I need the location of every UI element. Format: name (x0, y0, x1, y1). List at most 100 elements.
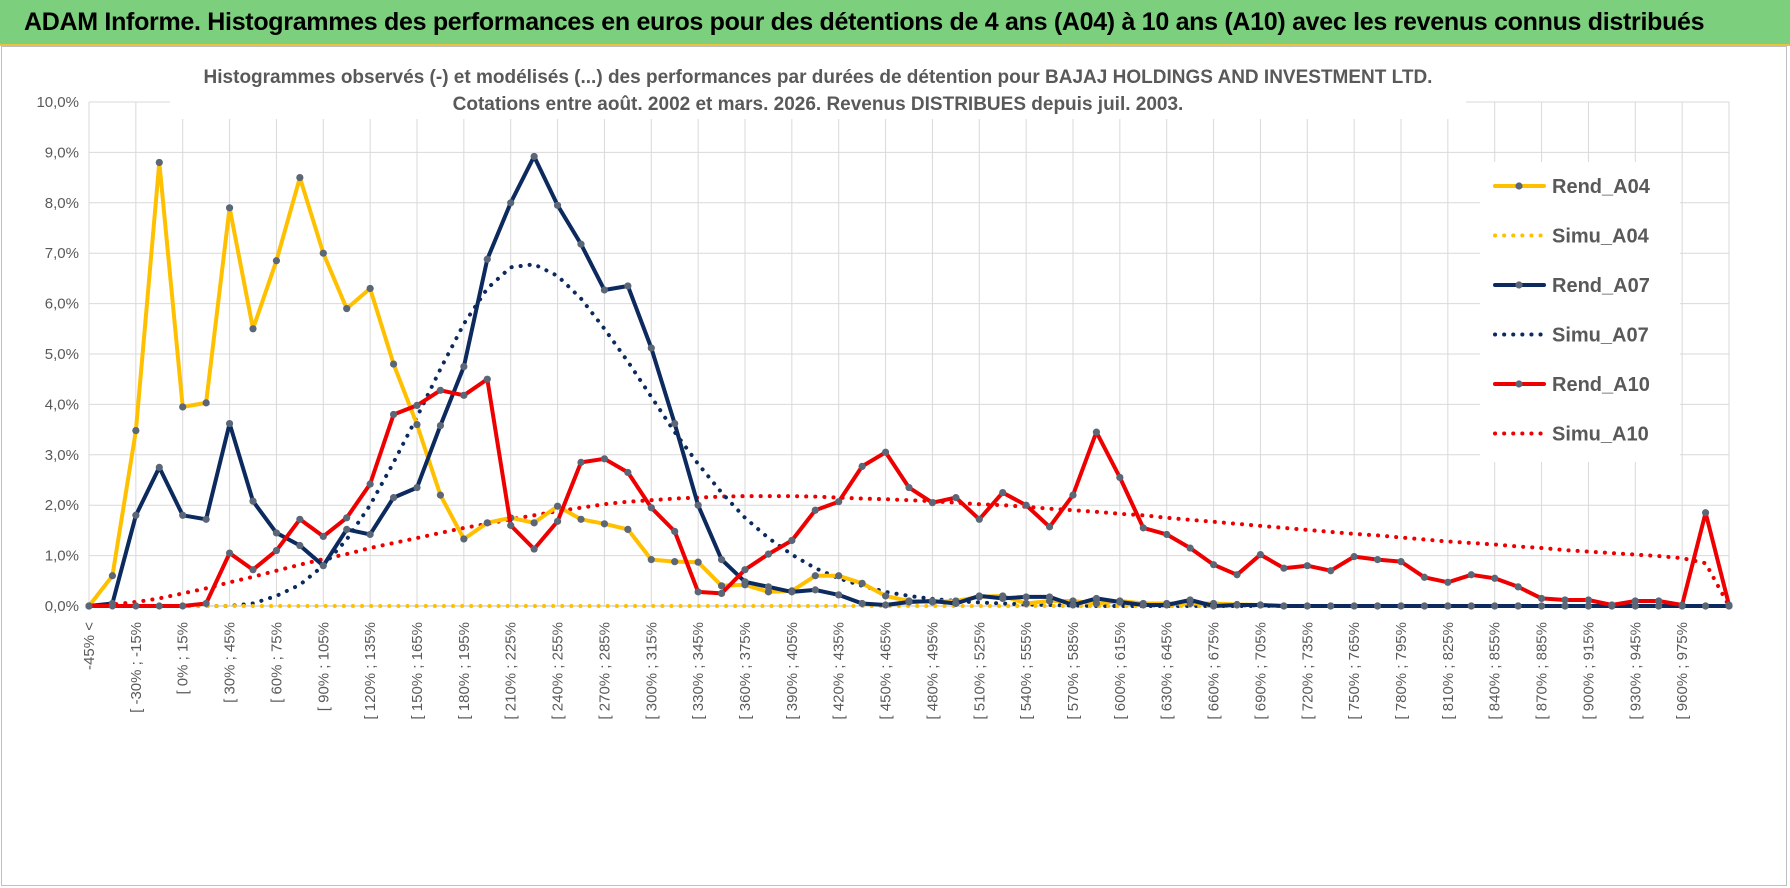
data-point-rend-a07 (249, 497, 257, 505)
x-tick-label: [ 540% ; 555% (1018, 622, 1035, 720)
data-point-rend-a10 (483, 375, 491, 383)
data-point-rend-a04 (764, 588, 773, 596)
x-tick-label: [ 750% ; 765% (1346, 622, 1363, 720)
data-point-rend-a10 (507, 521, 515, 529)
data-point-rend-a10 (1514, 583, 1522, 591)
data-point-rend-a04 (249, 325, 257, 333)
data-point-rend-a10 (835, 498, 843, 506)
y-tick-label: 10,0% (36, 94, 79, 111)
data-point-rend-a07 (1537, 602, 1546, 610)
x-tick-label: [ 90% ; 105% (315, 622, 332, 711)
y-tick-label: 9,0% (45, 144, 79, 161)
data-point-rend-a10 (647, 504, 655, 512)
data-point-rend-a04 (179, 403, 187, 411)
data-point-rend-a10 (1280, 564, 1288, 572)
data-point-rend-a07 (671, 419, 679, 428)
data-point-rend-a10 (928, 499, 937, 507)
data-point-rend-a10 (319, 532, 327, 541)
data-point-rend-a04 (460, 535, 468, 543)
series-layer (85, 152, 1733, 610)
y-tick-label: 7,0% (45, 245, 79, 262)
data-point-rend-a07 (553, 201, 562, 209)
data-point-rend-a10 (858, 462, 866, 470)
data-point-rend-a10 (905, 483, 913, 492)
data-point-rend-a07 (366, 530, 374, 539)
data-point-rend-a04 (1022, 599, 1030, 608)
page-title: ADAM Informe. Histogrammes des performan… (24, 8, 1705, 36)
data-point-rend-a10 (1420, 573, 1429, 581)
x-tick-label: [ 0% ; 15% (175, 622, 192, 695)
data-point-rend-a07 (272, 529, 281, 537)
data-point-rend-a10 (1397, 558, 1405, 566)
x-tick-label: [ 630% ; 645% (1159, 622, 1176, 720)
x-tick-label: [ 30% ; 45% (222, 622, 239, 703)
data-point-rend-a04 (343, 305, 351, 313)
data-point-rend-a07 (1233, 601, 1241, 609)
data-point-rend-a07 (1444, 602, 1452, 610)
data-point-rend-a10 (1467, 571, 1475, 579)
data-point-rend-a04 (1092, 599, 1101, 608)
data-point-rend-a10 (1327, 567, 1335, 575)
data-point-rend-a10 (1209, 561, 1218, 569)
data-point-rend-a07 (1631, 602, 1639, 610)
x-tick-label: [ 480% ; 495% (924, 622, 941, 720)
x-tick-label: [ 450% ; 465% (878, 622, 895, 720)
data-point-rend-a07 (835, 591, 843, 599)
data-point-rend-a07 (483, 255, 491, 263)
data-point-rend-a10 (1139, 524, 1147, 532)
data-point-rend-a10 (1491, 574, 1499, 582)
data-point-rend-a10 (343, 514, 351, 522)
data-point-rend-a10 (600, 455, 609, 463)
data-point-rend-a10 (1069, 491, 1077, 499)
data-point-rend-a04 (694, 558, 702, 566)
y-tick-label: 2,0% (45, 497, 79, 514)
data-point-rend-a10 (694, 588, 702, 596)
data-point-rend-a07 (905, 598, 913, 606)
data-point-rend-a10 (389, 410, 398, 419)
data-point-rend-a10 (1537, 594, 1546, 603)
data-point-rend-a07 (811, 586, 819, 594)
data-point-rend-a04 (530, 519, 538, 527)
x-tick-label: [ 420% ; 435% (831, 622, 848, 720)
x-tick-label: [ 660% ; 675% (1206, 622, 1223, 720)
data-point-rend-a04 (366, 284, 374, 293)
x-tick-label: [ 60% ; 75% (268, 622, 285, 703)
x-tick-label: [ 510% ; 525% (971, 622, 988, 720)
data-point-rend-a07 (694, 501, 702, 509)
data-point-rend-a10 (366, 480, 374, 488)
data-point-rend-a07 (1280, 602, 1288, 610)
y-tick-label: 5,0% (45, 346, 79, 363)
data-point-rend-a04 (296, 174, 304, 182)
legend-label: Simu_A04 (1552, 226, 1650, 248)
legend-marker (1515, 281, 1523, 289)
data-point-rend-a07 (1256, 601, 1265, 609)
data-point-rend-a07 (1397, 602, 1405, 610)
data-point-rend-a10 (741, 566, 749, 574)
x-tick-label: [ 150% ; 165% (409, 622, 426, 720)
data-point-rend-a10 (999, 489, 1007, 497)
legend-label: Rend_A10 (1552, 374, 1650, 396)
data-point-rend-a07 (624, 282, 632, 290)
y-tick-label: 8,0% (45, 195, 79, 212)
data-point-rend-a10 (1233, 571, 1241, 579)
data-point-rend-a07 (507, 199, 515, 207)
data-point-rend-a07 (999, 594, 1007, 603)
data-point-rend-a04 (647, 556, 655, 564)
data-point-rend-a07 (1467, 602, 1475, 610)
data-point-rend-a10 (460, 391, 468, 399)
data-point-rend-a10 (1163, 530, 1171, 539)
data-point-rend-a10 (1608, 601, 1616, 609)
x-tick-label: [ 840% ; 855% (1487, 622, 1504, 720)
x-tick-label: -45% < (81, 622, 98, 670)
data-point-rend-a07 (717, 556, 726, 564)
data-point-rend-a10 (1655, 597, 1663, 605)
data-point-rend-a07 (764, 583, 773, 591)
data-point-rend-a04 (319, 249, 327, 257)
data-point-rend-a10 (1045, 523, 1054, 531)
data-point-rend-a10 (1303, 562, 1311, 570)
data-point-rend-a07 (296, 541, 304, 550)
data-point-rend-a07 (1069, 601, 1077, 609)
data-point-rend-a10 (202, 599, 210, 608)
data-point-rend-a10 (975, 515, 983, 523)
x-tick-label: [ 870% ; 885% (1534, 622, 1551, 720)
